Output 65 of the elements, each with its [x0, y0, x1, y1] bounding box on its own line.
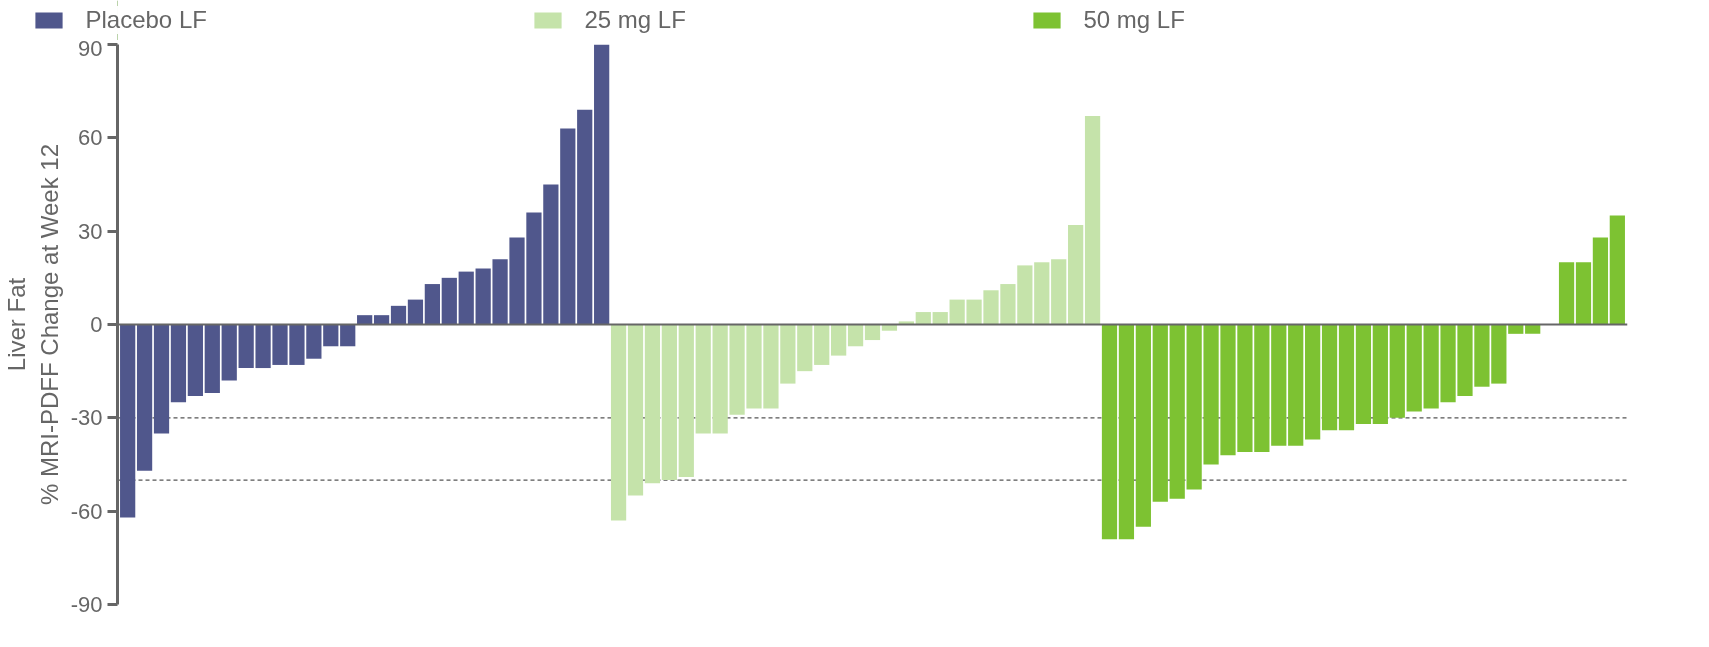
y-tick-label: -90	[70, 592, 103, 617]
bar	[441, 277, 457, 325]
bar	[1169, 324, 1185, 499]
bar	[1592, 237, 1609, 325]
bar	[407, 299, 424, 325]
bar	[170, 324, 187, 403]
bar	[1321, 324, 1338, 431]
bar	[577, 109, 593, 325]
legend-label: Placebo LF	[85, 6, 208, 34]
bar	[1575, 262, 1592, 325]
legend-label: 50 mg LF	[1083, 6, 1186, 34]
bar	[187, 324, 203, 397]
bar	[627, 324, 644, 496]
bar	[831, 324, 847, 356]
bar	[1034, 262, 1050, 325]
bar	[1152, 324, 1168, 502]
bar	[797, 324, 813, 372]
legend-label: 25 mg LF	[584, 6, 687, 34]
bar	[560, 128, 576, 325]
bar	[424, 284, 440, 325]
y-tick-label: 60	[78, 125, 103, 151]
bar	[932, 312, 948, 325]
bar	[340, 324, 356, 347]
bar	[1135, 324, 1151, 527]
bar	[1084, 116, 1101, 325]
y-tick-label: 0	[90, 312, 103, 337]
bar	[594, 44, 610, 325]
y-tick-label: -60	[70, 498, 103, 524]
y-tick-label: 30	[78, 218, 103, 244]
bar	[458, 271, 474, 325]
y-tick-label: -30	[70, 405, 103, 431]
bar	[644, 324, 661, 484]
bar	[120, 324, 136, 518]
bar	[1101, 324, 1118, 540]
bar	[1406, 324, 1422, 412]
bar	[1068, 224, 1084, 325]
bar	[1389, 324, 1405, 418]
bar	[847, 324, 864, 347]
bar	[1051, 259, 1067, 325]
bar	[1355, 324, 1372, 425]
y-tick-label: 90	[78, 35, 103, 61]
bar	[1305, 324, 1321, 440]
bar	[661, 324, 677, 481]
bar	[610, 324, 627, 521]
bar	[1558, 262, 1575, 325]
bar	[1271, 324, 1287, 446]
bar	[1118, 324, 1135, 540]
bar	[915, 312, 931, 325]
bar	[357, 315, 373, 325]
y-axis-title: Liver Fat % MRI-PDFF Change at Week 12	[3, 143, 63, 506]
bar	[136, 324, 153, 471]
bar	[221, 324, 237, 381]
bar	[204, 324, 220, 393]
bar	[373, 315, 390, 325]
bar	[898, 321, 914, 325]
bar	[323, 324, 339, 347]
bar	[695, 324, 711, 434]
bar	[153, 324, 170, 434]
bar	[678, 324, 694, 477]
bar	[1338, 324, 1355, 431]
bar	[1372, 324, 1388, 425]
bar	[390, 305, 407, 325]
bar	[814, 324, 830, 365]
bar	[1288, 324, 1304, 446]
bar	[1609, 215, 1625, 325]
